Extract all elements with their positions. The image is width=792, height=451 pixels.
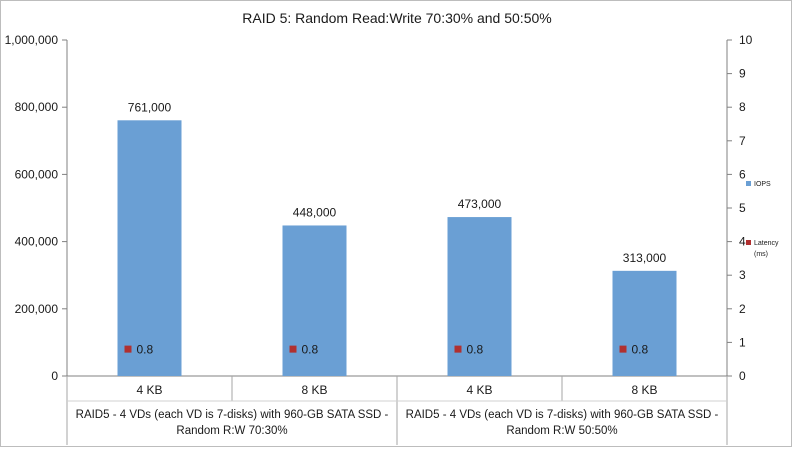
- y-right-tick-label: 4: [739, 235, 746, 249]
- y-left-tick-label: 200,000: [15, 302, 59, 316]
- category-label: 4 KB: [466, 383, 492, 397]
- group-label: Random R:W 50:50%: [506, 425, 617, 437]
- legend-swatch-iops: [746, 181, 751, 186]
- latency-data-label: 0.8: [302, 343, 319, 357]
- latency-point: [124, 345, 132, 353]
- y-left-tick-label: 400,000: [15, 235, 59, 249]
- plot-area: 0 200,000 400,000 600,000 800,000 1,000,000 0 1…: [5, 33, 779, 445]
- y-right-tick-label: 7: [739, 134, 746, 148]
- legend-label-iops: IOPS: [754, 181, 771, 188]
- latency-point: [619, 345, 627, 353]
- iops-bar: [612, 270, 677, 376]
- iops-data-label: 473,000: [458, 197, 502, 211]
- y-right-tick-label: 0: [739, 369, 746, 383]
- latency-point: [454, 345, 462, 353]
- y-left-tick-label: 1,000,000: [5, 33, 59, 47]
- iops-data-label: 761,000: [128, 100, 172, 114]
- y-right-tick-label: 8: [739, 100, 746, 114]
- y-left-tick-label: 0: [51, 369, 58, 383]
- y-right-tick-label: 6: [739, 167, 746, 181]
- y-right-tick-label: 5: [739, 201, 746, 215]
- y-right-tick-label: 10: [739, 33, 753, 47]
- legend-swatch-latency: [746, 240, 751, 245]
- y-right-tick-label: 3: [739, 268, 746, 282]
- latency-data-label: 0.8: [467, 343, 484, 357]
- legend-label-latency: (ms): [754, 251, 768, 258]
- iops-data-label: 313,000: [623, 251, 667, 265]
- group-label: Random R:W 70:30%: [176, 425, 287, 437]
- category-label: 8 KB: [631, 383, 657, 397]
- chart-title: RAID 5: Random Read:Write 70:30% and 50:…: [242, 10, 551, 26]
- group-label: RAID5 - 4 VDs (each VD is 7-disks) with …: [406, 409, 719, 421]
- y-right-tick-label: 1: [739, 335, 746, 349]
- iops-data-label: 448,000: [293, 205, 337, 219]
- latency-data-label: 0.8: [137, 343, 154, 357]
- y-right-tick-label: 2: [739, 302, 746, 316]
- latency-point: [289, 345, 297, 353]
- iops-bar: [117, 120, 182, 376]
- legend-label-latency: Latency: [754, 240, 779, 247]
- y-left-tick-label: 600,000: [15, 167, 59, 181]
- y-right-tick-label: 9: [739, 67, 746, 81]
- category-label: 8 KB: [301, 383, 327, 397]
- latency-data-label: 0.8: [632, 343, 649, 357]
- group-label: RAID5 - 4 VDs (each VD is 7-disks) with …: [76, 409, 389, 421]
- category-label: 4 KB: [136, 383, 162, 397]
- y-left-tick-label: 800,000: [15, 100, 59, 114]
